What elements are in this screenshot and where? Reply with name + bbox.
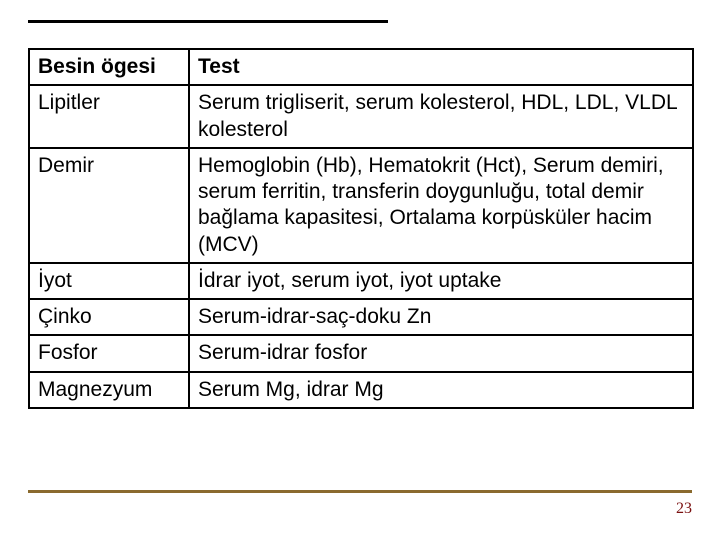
- col-header-nutrient: Besin ögesi: [29, 49, 189, 85]
- nutrient-test-table-container: Besin ögesi Test Lipitler Serum triglise…: [28, 48, 692, 409]
- cell-nutrient: Fosfor: [29, 335, 189, 371]
- col-header-test: Test: [189, 49, 693, 85]
- nutrient-test-table: Besin ögesi Test Lipitler Serum triglise…: [28, 48, 694, 409]
- table-row: Demir Hemoglobin (Hb), Hematokrit (Hct),…: [29, 148, 693, 263]
- cell-test: İdrar iyot, serum iyot, iyot uptake: [189, 263, 693, 299]
- cell-test: Serum trigliserit, serum kolesterol, HDL…: [189, 85, 693, 148]
- bottom-rule: [28, 490, 692, 493]
- cell-nutrient: Demir: [29, 148, 189, 263]
- top-rule: [28, 20, 388, 23]
- table-row: Çinko Serum-idrar-saç-doku Zn: [29, 299, 693, 335]
- table-row: Magnezyum Serum Mg, idrar Mg: [29, 372, 693, 408]
- cell-test: Hemoglobin (Hb), Hematokrit (Hct), Serum…: [189, 148, 693, 263]
- table-header-row: Besin ögesi Test: [29, 49, 693, 85]
- cell-nutrient: İyot: [29, 263, 189, 299]
- cell-nutrient: Lipitler: [29, 85, 189, 148]
- page-number: 23: [676, 500, 692, 518]
- cell-test: Serum Mg, idrar Mg: [189, 372, 693, 408]
- table-row: İyot İdrar iyot, serum iyot, iyot uptake: [29, 263, 693, 299]
- table-row: Lipitler Serum trigliserit, serum kolest…: [29, 85, 693, 148]
- cell-nutrient: Çinko: [29, 299, 189, 335]
- cell-nutrient: Magnezyum: [29, 372, 189, 408]
- cell-test: Serum-idrar-saç-doku Zn: [189, 299, 693, 335]
- cell-test: Serum-idrar fosfor: [189, 335, 693, 371]
- table-row: Fosfor Serum-idrar fosfor: [29, 335, 693, 371]
